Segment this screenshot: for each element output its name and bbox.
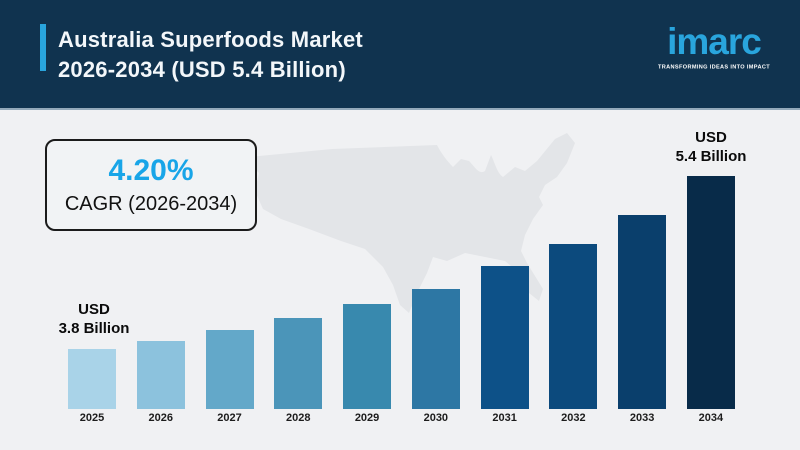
bar-column-2032: 2032: [549, 244, 598, 424]
bar-column-2030: 2030: [411, 289, 460, 424]
page-title-line2: 2026-2034 (USD 5.4 Billion): [58, 57, 346, 82]
bar-column-2033: 2033: [618, 215, 667, 424]
header: Australia Superfoods Market 2026-2034 (U…: [0, 0, 800, 110]
bar-column-2029: 2029: [343, 304, 392, 424]
bar-column-2027: 2027: [205, 330, 254, 424]
bar-2034: [686, 176, 735, 409]
bar-2028: [274, 318, 323, 409]
imarc-logo-tagline: TRANSFORMING IDEAS INTO IMPACT: [658, 64, 770, 71]
imarc-logo: imarc TRANSFORMING IDEAS INTO IMPACT: [654, 21, 774, 84]
bar-2025: [68, 349, 116, 409]
year-label-2027: 2027: [217, 412, 242, 424]
cagr-box: 4.20% CAGR (2026-2034): [45, 139, 257, 231]
bar-column-2031: 2031: [480, 266, 529, 424]
bar-column-2025: 2025: [68, 349, 116, 424]
year-label-2033: 2033: [629, 412, 655, 424]
usa-map-silhouette-icon: [249, 133, 575, 313]
bar-column-2026: 2026: [136, 341, 185, 424]
year-label-2026: 2026: [148, 412, 173, 424]
bar-2027: [205, 330, 254, 409]
cagr-label: CAGR (2026-2034): [64, 193, 238, 215]
page-title-line1: Australia Superfoods Market: [58, 27, 363, 52]
bar-2032: [549, 244, 598, 409]
end-value-line1: USD: [695, 129, 727, 146]
end-value-line2: 5.4 Billion: [675, 148, 747, 165]
year-label-2030: 2030: [423, 412, 449, 424]
end-value-label: USD 5.4 Billion: [645, 128, 777, 166]
start-value-line1: USD: [78, 301, 110, 318]
year-label-2032: 2032: [561, 412, 586, 424]
year-label-2034: 2034: [698, 412, 724, 424]
bar-column-2034: 2034: [686, 176, 735, 424]
start-value-label: USD 3.8 Billion: [28, 300, 160, 338]
bar-2033: [618, 215, 667, 409]
year-label-2031: 2031: [492, 412, 517, 424]
imarc-logo-wordmark: imarc: [667, 21, 762, 62]
bar-2026: [136, 341, 185, 409]
start-value-line2: 3.8 Billion: [58, 320, 130, 337]
bar-column-2028: 2028: [274, 318, 323, 424]
year-label-2025: 2025: [79, 412, 105, 424]
page-title: Australia Superfoods Market 2026-2034 (U…: [58, 25, 363, 85]
year-label-2029: 2029: [354, 412, 380, 424]
title-accent-bar: [40, 24, 46, 71]
cagr-value: 4.20%: [108, 154, 194, 187]
bar-2029: [343, 304, 392, 409]
bar-chart: 2025 2026 2027 2028 2029 2030 2031 2032 2033 2034: [68, 176, 735, 424]
year-label-2028: 2028: [286, 412, 311, 424]
bar-2031: [480, 266, 529, 409]
bar-2030: [411, 289, 460, 409]
